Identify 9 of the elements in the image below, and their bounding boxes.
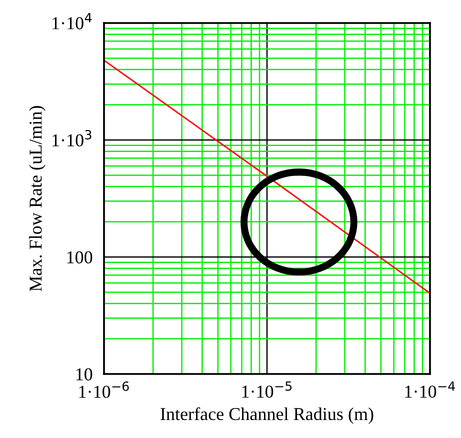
x-tick-label: 1·10$^{−6}$ [79, 381, 129, 398]
y-tick-label: 10 [76, 368, 92, 380]
y-tick-label: 1·10$^{4}$ [52, 13, 92, 30]
y-tick-label: 100 [67, 251, 92, 264]
x-tick-label: 1·10$^{−5}$ [242, 381, 292, 398]
y-axis-title: Max. Flow Rate (uL/min) [29, 106, 46, 292]
y-tick-label: 1·10$^{3}$ [52, 130, 92, 146]
x-axis-title: Interface Channel Radius (m) [160, 407, 374, 424]
x-tick-label: 1·10$^{−4}$ [405, 381, 455, 398]
